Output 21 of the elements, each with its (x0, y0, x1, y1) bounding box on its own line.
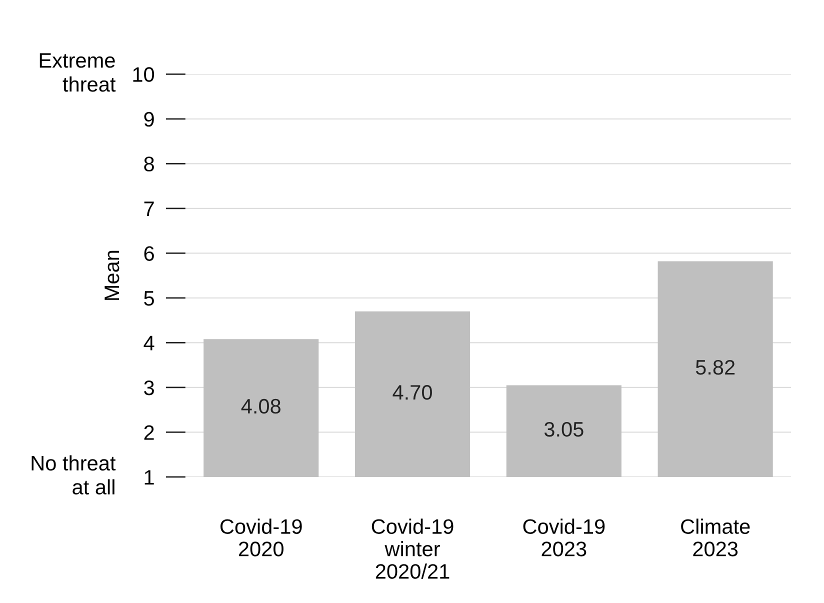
y-tick-label: 8 (144, 156, 154, 172)
y-tick-label: 3 (144, 380, 154, 396)
x-tick-label: Covid-19 2023 (523, 518, 605, 556)
data-label: 3.05 (544, 422, 584, 437)
y-tick-label: 7 (144, 202, 154, 216)
y-tick-label: 1 (144, 470, 154, 485)
data-label: 4.70 (392, 385, 432, 400)
data-label: 4.08 (241, 398, 280, 414)
y-tick-label: 6 (144, 246, 154, 261)
y-axis-title: Mean (104, 250, 120, 300)
data-label: 5.82 (696, 360, 735, 375)
y-tick-label: 5 (144, 291, 154, 306)
y-tick-label: 4 (144, 336, 154, 350)
y-tick-label: 2 (144, 425, 154, 440)
y-tick-label: 10 (133, 67, 154, 82)
text: No threat at all (32, 455, 116, 495)
text: Extreme threat (40, 53, 116, 92)
x-tick-label: Covid-19 winter 2020/21 (372, 518, 454, 579)
x-tick-label: Covid-19 2020 (220, 518, 302, 556)
y-tick-label: 9 (144, 112, 154, 127)
x-tick-label: Climate 2023 (681, 518, 750, 556)
